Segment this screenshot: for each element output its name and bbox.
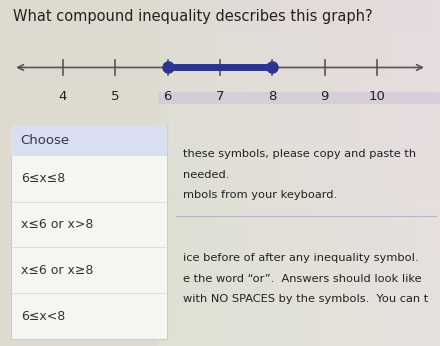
Text: ice before of after any inequality symbol.: ice before of after any inequality symbo… <box>183 253 418 263</box>
Text: x≤6 or x>8: x≤6 or x>8 <box>21 218 93 231</box>
Text: 10: 10 <box>369 90 385 103</box>
Text: x≤6 or x≥8: x≤6 or x≥8 <box>21 264 93 277</box>
FancyBboxPatch shape <box>11 125 167 156</box>
Text: 6≤x≤8: 6≤x≤8 <box>21 172 65 185</box>
Text: 8: 8 <box>268 90 277 103</box>
Text: 7: 7 <box>216 90 224 103</box>
Text: these symbols, please copy and paste th: these symbols, please copy and paste th <box>183 149 416 159</box>
Text: What compound inequality describes this graph?: What compound inequality describes this … <box>13 9 373 24</box>
Text: Choose: Choose <box>21 134 70 147</box>
Text: 9: 9 <box>321 90 329 103</box>
Text: 4: 4 <box>59 90 67 103</box>
Text: with NO SPACES by the symbols.  You can t: with NO SPACES by the symbols. You can t <box>183 294 428 304</box>
Text: 5: 5 <box>111 90 120 103</box>
Text: 6: 6 <box>163 90 172 103</box>
Text: 6≤x<8: 6≤x<8 <box>21 310 65 323</box>
Text: needed.: needed. <box>183 170 229 180</box>
Text: e the word “or”.  Answers should look like: e the word “or”. Answers should look lik… <box>183 274 421 283</box>
FancyBboxPatch shape <box>158 92 440 104</box>
Text: mbols from your keyboard.: mbols from your keyboard. <box>183 191 337 200</box>
FancyBboxPatch shape <box>11 125 167 339</box>
